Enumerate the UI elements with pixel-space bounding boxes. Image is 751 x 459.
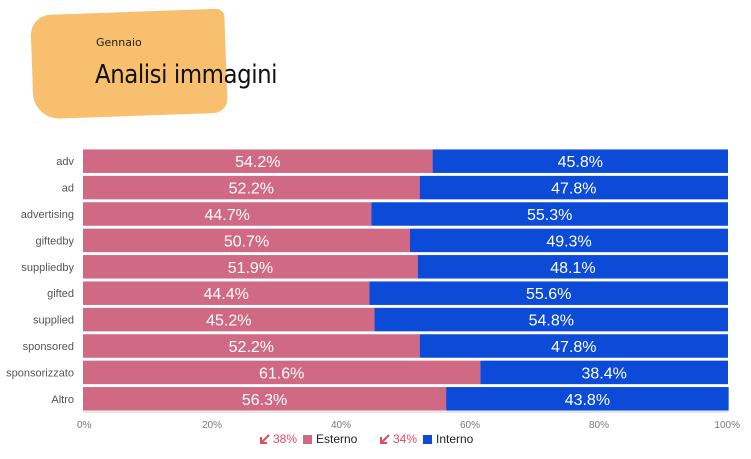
bar-interno [374,307,728,332]
bar-interno [480,360,728,385]
bar-esterno [83,255,418,279]
legend-interno-trend-value: 34% [393,432,418,446]
category-label: gifted [47,288,74,300]
legend-interno-label: Interno [436,432,474,446]
data-label-interno: 55.3% [527,207,572,224]
bar-interno [369,281,728,305]
legend-interno-trend: 34% [379,432,417,446]
bar-esterno [83,307,375,332]
bar-interno [432,149,728,173]
data-label-esterno: 45.2% [206,313,251,330]
x-tick-label: 20% [202,420,222,430]
category-label: sponsorizzato [6,367,74,379]
data-label-esterno: 50.7% [224,233,269,250]
bar-interno [371,202,728,226]
arrow-down-left-icon [260,434,270,444]
bar-interno [419,334,728,358]
bar-interno [410,228,728,253]
data-label-interno: 48.1% [550,260,595,277]
legend-esterno-label: Esterno [316,432,358,446]
bar-esterno [83,175,420,200]
data-label-esterno: 51.9% [228,260,273,277]
data-label-interno: 47.8% [551,181,596,198]
bar-esterno [83,387,447,411]
x-tick-label: 40% [331,420,351,430]
stacked-bar-chart: adv 54.2% 45.8% ad 52.2% 47.8% advertising 44.7… [6,149,740,430]
bar-interno [417,255,728,279]
category-label: suppliedby [21,262,74,274]
category-label: sponsored [23,341,74,353]
chart-legend: 38% Esterno 34% Interno [0,432,751,448]
data-label-interno: 54.8% [529,313,574,330]
category-label: advertising [21,209,74,221]
data-label-interno: 43.8% [565,392,610,409]
x-tick-label: 0% [77,420,92,430]
month-label: Gennaio [96,36,142,49]
data-label-interno: 38.4% [581,365,626,382]
legend-item-esterno[interactable]: Esterno [303,432,357,446]
data-label-interno: 45.8% [558,154,603,171]
data-label-esterno: 61.6% [259,365,304,382]
data-label-interno: 55.6% [526,286,571,303]
arrow-down-left-icon [380,434,390,444]
data-label-esterno: 52.2% [229,339,274,356]
category-label: supplied [33,315,74,327]
legend-esterno-trend-value: 38% [273,432,298,446]
data-label-esterno: 54.2% [235,154,280,171]
category-label: adv [56,156,74,168]
x-tick-label: 100% [714,420,740,430]
bar-esterno [83,228,411,253]
category-label: Altro [51,394,74,406]
legend-esterno-swatch [303,434,312,444]
data-label-esterno: 44.7% [204,207,249,224]
data-label-esterno: 56.3% [242,392,287,409]
legend-interno-swatch [423,434,432,444]
data-label-esterno: 44.4% [204,286,249,303]
data-label-esterno: 52.2% [229,181,274,198]
x-tick-label: 80% [589,420,609,430]
data-label-interno: 47.8% [551,339,596,356]
category-label: giftedby [35,235,74,247]
bar-esterno [83,149,433,173]
legend-esterno-trend: 38% [259,432,297,446]
bar-interno [419,175,728,200]
data-label-interno: 49.3% [546,233,591,250]
legend-item-interno[interactable]: Interno [423,432,473,446]
bar-esterno [83,281,370,305]
x-tick-label: 60% [460,420,480,430]
bar-esterno [83,334,420,358]
bar-interno [446,387,729,411]
category-label: ad [62,183,74,195]
bar-esterno [83,360,481,385]
page-title: Analisi immagini [95,60,278,90]
bar-esterno [83,202,372,226]
